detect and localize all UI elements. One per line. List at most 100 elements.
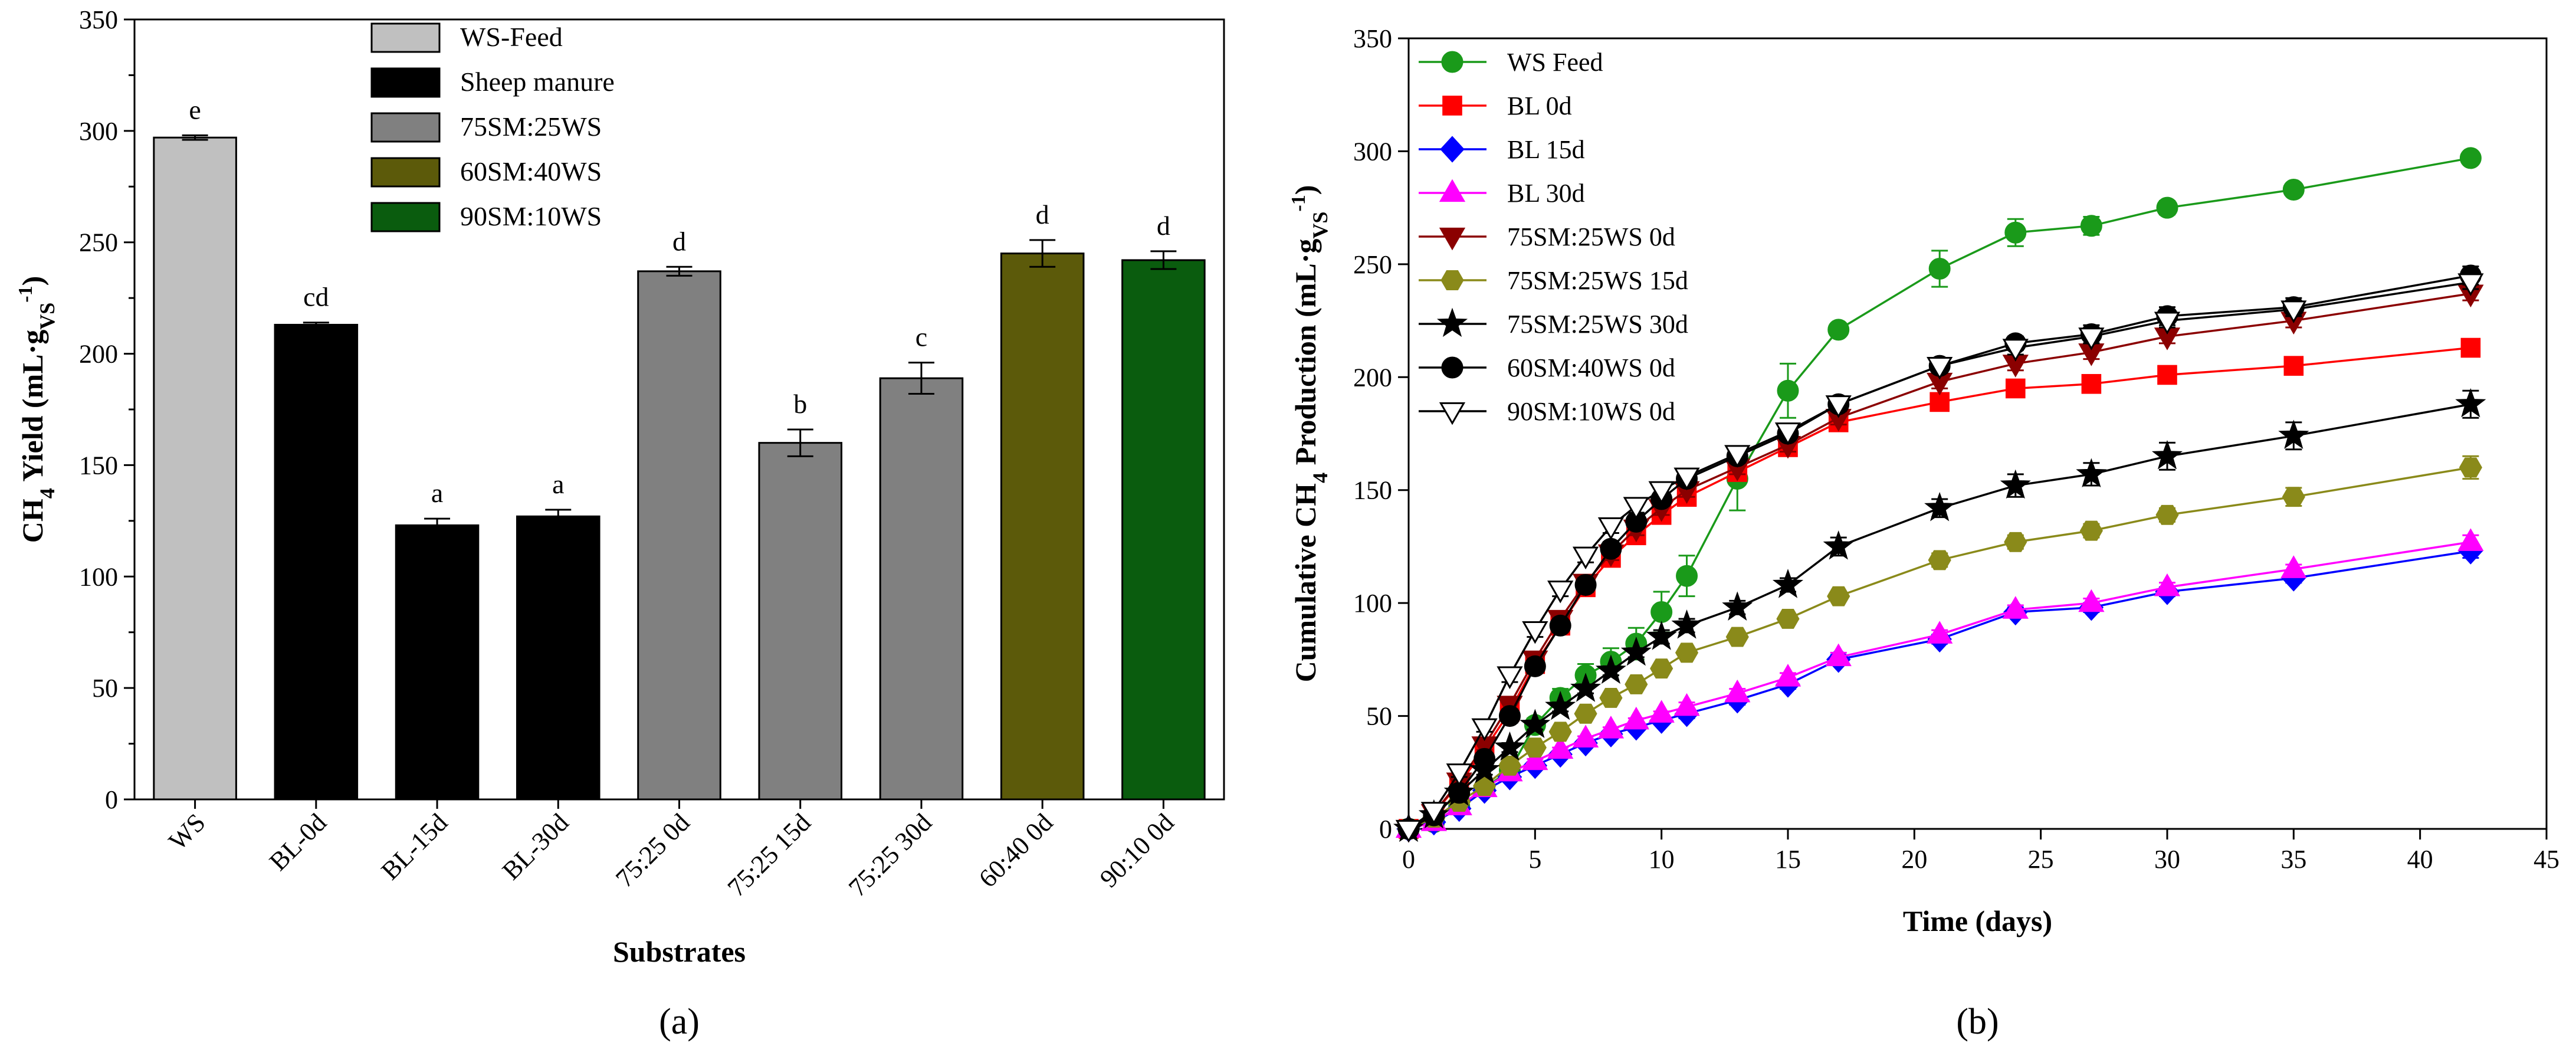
marker-hexagon: [1599, 687, 1623, 708]
marker-triangle-up: [1439, 179, 1466, 202]
marker-hexagon: [1574, 703, 1597, 724]
legend-label: Sheep manure: [460, 67, 615, 97]
marker-circle: [1574, 574, 1597, 596]
y-tick-label: 0: [1379, 815, 1392, 844]
legend-entry: BL 0d: [1419, 91, 1572, 120]
marker-hexagon: [1440, 270, 1464, 290]
x-tick-label: 60:40 0d: [973, 808, 1058, 893]
marker-triangle-down: [1673, 467, 1700, 491]
y-tick-label: 50: [1366, 702, 1392, 731]
x-tick-label: 40: [2407, 845, 2433, 874]
marker-circle: [1441, 356, 1463, 379]
x-tick-label: 15: [1775, 845, 1801, 874]
marker-circle: [1474, 747, 1496, 770]
x-tick-label: 90:10 0d: [1094, 808, 1179, 893]
y-tick-label: 0: [105, 785, 118, 814]
marker-circle: [1827, 319, 1850, 341]
legend-swatch: [370, 157, 441, 188]
significance-label: d: [1157, 211, 1170, 241]
x-tick-label: 5: [1528, 845, 1541, 874]
marker-hexagon: [2459, 457, 2482, 478]
marker-triangle-up: [1673, 693, 1700, 716]
y-tick-label: 300: [79, 117, 118, 146]
marker-triangle-down: [1439, 227, 1466, 251]
marker-star: [1772, 569, 1804, 598]
marker-hexagon: [2079, 520, 2103, 541]
x-tick-label: 75:25 0d: [610, 808, 695, 893]
marker-triangle-down: [1774, 422, 1801, 445]
marker-triangle-up: [1927, 621, 1953, 644]
legend-label: BL 15d: [1507, 135, 1585, 164]
marker-triangle-down: [1547, 581, 1574, 604]
marker-star: [1646, 621, 1677, 650]
plot-frame: [1407, 37, 2548, 830]
marker-triangle-up: [1623, 706, 1649, 730]
marker-star: [1722, 591, 1753, 621]
marker-triangle-down: [1522, 621, 1548, 644]
marker-hexagon: [2155, 504, 2179, 525]
y-tick-label: 250: [1353, 250, 1392, 279]
legend-entry: 60SM:40WS 0d: [1419, 353, 1675, 382]
marker-hexagon: [1498, 755, 1522, 776]
marker-hexagon: [1625, 674, 1648, 694]
bar-bl-30d: [516, 515, 600, 801]
marker-triangle-up: [1522, 747, 1548, 770]
marker-triangle-up: [2280, 555, 2307, 578]
marker-hexagon: [1827, 586, 1850, 606]
marker-square: [1442, 96, 1462, 116]
legend-entry: BL 15d: [1419, 135, 1585, 164]
y-tick-label: 50: [92, 674, 118, 703]
marker-hexagon: [1725, 627, 1749, 647]
marker-triangle-up: [2078, 589, 2105, 612]
bar-75-25-0d: [637, 270, 721, 801]
marker-triangle-down: [1439, 402, 1466, 425]
marker-triangle-down: [1420, 802, 1448, 825]
marker-triangle-up: [1774, 664, 1801, 687]
marker-circle: [1928, 258, 1951, 280]
marker-star: [2151, 440, 2183, 470]
bar-ws: [153, 136, 237, 801]
marker-star: [1494, 731, 1525, 761]
marker-triangle-down: [1497, 666, 1523, 690]
marker-triangle-down: [1648, 481, 1675, 504]
marker-triangle-up: [2002, 596, 2029, 619]
x-tick-label: 35: [2280, 845, 2306, 874]
marker-square: [2460, 337, 2481, 358]
bar-60-40-0d: [1000, 253, 1085, 801]
y-tick-label: 250: [79, 228, 118, 257]
marker-square: [2157, 365, 2177, 385]
marker-triangle-down: [2280, 300, 2307, 323]
significance-label: d: [672, 226, 686, 256]
x-tick-label: BL-15d: [376, 808, 453, 885]
marker-triangle-down: [2457, 273, 2484, 296]
legend-label: BL 0d: [1507, 91, 1572, 120]
legend-label: 75SM:25WS 0d: [1507, 222, 1675, 251]
marker-triangle-up: [2154, 573, 2181, 596]
marker-triangle-up: [1724, 679, 1751, 703]
marker-circle: [2459, 147, 2482, 169]
bar-75-25-15d: [758, 442, 842, 801]
marker-circle: [1676, 565, 1698, 587]
marker-circle: [1549, 614, 1571, 637]
marker-circle: [1650, 601, 1673, 623]
series-bl-30d: [1395, 528, 2484, 838]
legend-label: 75SM:25WS: [460, 112, 602, 142]
legend-entry: 75SM:25WS 0d: [1419, 222, 1675, 251]
legend-entry: BL 30d: [1419, 179, 1585, 208]
y-tick-label: 350: [79, 5, 118, 34]
marker-circle: [1524, 655, 1546, 677]
marker-circle: [2156, 196, 2178, 219]
x-tick-label: 45: [2534, 845, 2559, 874]
panel-label-b: (b): [1956, 1002, 1999, 1042]
x-tick-label: BL-30d: [497, 808, 574, 885]
legend-entry: 90SM:10WS 0d: [1419, 397, 1675, 426]
legend-swatch: [370, 112, 441, 143]
marker-square: [1929, 392, 1950, 412]
x-tick-label: 75:25 15d: [722, 808, 816, 902]
marker-star: [1520, 709, 1551, 739]
marker-triangle-down: [1395, 819, 1422, 843]
x-tick-label: 20: [1901, 845, 1927, 874]
marker-star: [1436, 307, 1468, 337]
marker-triangle-down: [1446, 763, 1472, 786]
marker-hexagon: [2282, 487, 2305, 507]
